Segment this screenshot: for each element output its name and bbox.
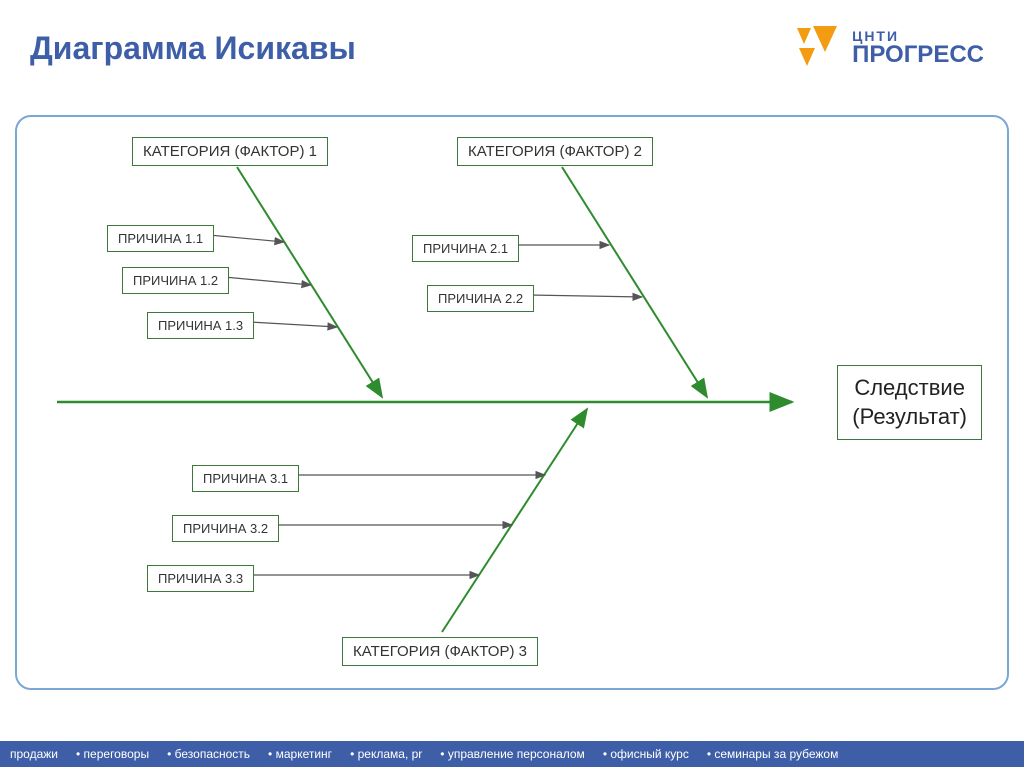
result-box: Следствие (Результат) — [837, 365, 982, 440]
footer-item[interactable]: реклама, pr — [350, 747, 422, 761]
footer-item[interactable]: продажи — [10, 747, 58, 761]
category-box-2: КАТЕГОРИЯ (ФАКТОР) 2 — [457, 137, 653, 166]
logo-text-2: ПРОГРЕСС — [852, 43, 984, 67]
category-box-3: КАТЕГОРИЯ (ФАКТОР) 3 — [342, 637, 538, 666]
page-title: Диаграмма Исикавы — [30, 30, 356, 67]
footer-item[interactable]: маркетинг — [268, 747, 332, 761]
cause-box-1-1: ПРИЧИНА 1.1 — [107, 225, 214, 252]
footer-item[interactable]: безопасность — [167, 747, 250, 761]
category-box-1: КАТЕГОРИЯ (ФАКТОР) 1 — [132, 137, 328, 166]
logo: ЦНТИ ПРОГРЕСС — [787, 20, 984, 75]
cause-box-3-3: ПРИЧИНА 3.3 — [147, 565, 254, 592]
result-line2: (Результат) — [852, 403, 967, 432]
cause-box-3-2: ПРИЧИНА 3.2 — [172, 515, 279, 542]
footer-item[interactable]: управление персоналом — [440, 747, 585, 761]
footer-item[interactable]: семинары за рубежом — [707, 747, 839, 761]
logo-icon — [787, 20, 842, 75]
footer-item[interactable]: переговоры — [76, 747, 149, 761]
cause-box-3-1: ПРИЧИНА 3.1 — [192, 465, 299, 492]
footer-item[interactable]: офисный курс — [603, 747, 689, 761]
cause-box-1-3: ПРИЧИНА 1.3 — [147, 312, 254, 339]
diagram-frame: Следствие (Результат) КАТЕГОРИЯ (ФАКТОР)… — [15, 115, 1009, 690]
result-line1: Следствие — [852, 374, 967, 403]
cause-box-2-1: ПРИЧИНА 2.1 — [412, 235, 519, 262]
cause-box-1-2: ПРИЧИНА 1.2 — [122, 267, 229, 294]
cause-box-2-2: ПРИЧИНА 2.2 — [427, 285, 534, 312]
footer-nav: продажи переговоры безопасность маркетинг ре… — [0, 741, 1024, 767]
